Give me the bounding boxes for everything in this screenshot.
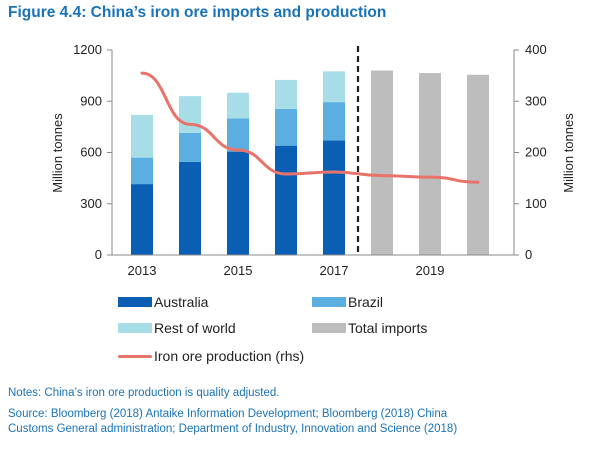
y-tick-label-right: 200 xyxy=(525,145,547,160)
y-tick-label-right: 0 xyxy=(525,247,532,262)
legend-item-iron-ore-production: Iron ore production (rhs) xyxy=(118,348,304,364)
source-line-1: Source: Bloomberg (2018) Antaike Informa… xyxy=(8,408,448,420)
legend-swatch-rest-of-world xyxy=(118,323,152,333)
legend-label-rest-of-world: Rest of world xyxy=(154,320,236,336)
legend-swatch-brazil xyxy=(312,297,346,307)
x-tick-label: 2017 xyxy=(320,263,349,278)
y-tick-label-right: 300 xyxy=(525,93,547,108)
bar-brazil-2013 xyxy=(131,157,153,185)
x-axis: 2013 2015 2017 2019 xyxy=(112,254,514,278)
notes-line: Notes: China’s iron ore production is qu… xyxy=(8,387,280,399)
series-line-iron-ore-production xyxy=(140,71,480,184)
x-tick-label: 2015 xyxy=(224,263,253,278)
y-tick-label-right: 100 xyxy=(525,196,547,211)
bar-rest-of-world-2013 xyxy=(131,114,153,158)
bar-brazil-2017 xyxy=(323,102,345,141)
bar-total-imports-2020 xyxy=(467,74,489,255)
y-axis-label-left: Million tonnes xyxy=(50,113,65,193)
y-tick-label-left: 600 xyxy=(80,145,102,160)
bar-rest-of-world-2017 xyxy=(323,71,345,103)
source-line-2: Customs General administration; Departme… xyxy=(8,423,458,435)
x-tick-label: 2013 xyxy=(128,263,157,278)
y-axis-right: 0 100 200 300 400 xyxy=(513,42,547,262)
legend-label-australia: Australia xyxy=(154,294,209,310)
y-tick-label-left: 1200 xyxy=(73,42,102,57)
legend-swatch-australia xyxy=(118,297,152,307)
notes: Notes: China’s iron ore production is qu… xyxy=(8,386,603,437)
bar-total-imports-2019 xyxy=(419,73,441,255)
bar-australia-2017 xyxy=(323,140,345,255)
y-tick-label-left: 0 xyxy=(95,247,102,262)
legend-label-total-imports: Total imports xyxy=(348,320,428,336)
y-axis-left: 0 300 600 900 1200 xyxy=(73,42,113,262)
bar-rest-of-world-2014 xyxy=(179,96,201,133)
bar-rest-of-world-2016 xyxy=(275,79,297,109)
legend-item-australia: Australia xyxy=(118,294,208,310)
legend-item-brazil: Brazil xyxy=(312,294,383,310)
bar-rest-of-world-2015 xyxy=(227,92,249,119)
bar-brazil-2015 xyxy=(227,118,249,152)
y-tick-label-left: 300 xyxy=(80,196,102,211)
bar-australia-2015 xyxy=(227,151,249,255)
chart-title: Figure 4.4: China’s iron ore imports and… xyxy=(8,4,387,21)
bar-australia-2016 xyxy=(275,145,297,255)
legend-item-rest-of-world: Rest of world xyxy=(118,320,236,336)
production-line xyxy=(140,71,480,184)
bar-australia-2014 xyxy=(179,161,201,255)
x-tick-label: 2019 xyxy=(416,263,445,278)
bar-total-imports-2018 xyxy=(371,70,393,255)
legend-item-total-imports: Total imports xyxy=(312,320,427,336)
y-tick-label-right: 400 xyxy=(525,42,547,57)
bar-brazil-2016 xyxy=(275,108,297,146)
y-tick-label-left: 900 xyxy=(80,93,102,108)
bars xyxy=(131,70,489,255)
legend-swatch-iron-ore-production xyxy=(118,354,152,358)
bar-australia-2013 xyxy=(131,184,153,255)
bar-brazil-2014 xyxy=(179,132,201,162)
legend-swatch-total-imports xyxy=(312,323,346,333)
legend-label-brazil: Brazil xyxy=(348,294,384,310)
legend-label-iron-ore-production: Iron ore production (rhs) xyxy=(154,348,305,364)
y-axis-label-right: Million tonnes xyxy=(561,113,576,193)
